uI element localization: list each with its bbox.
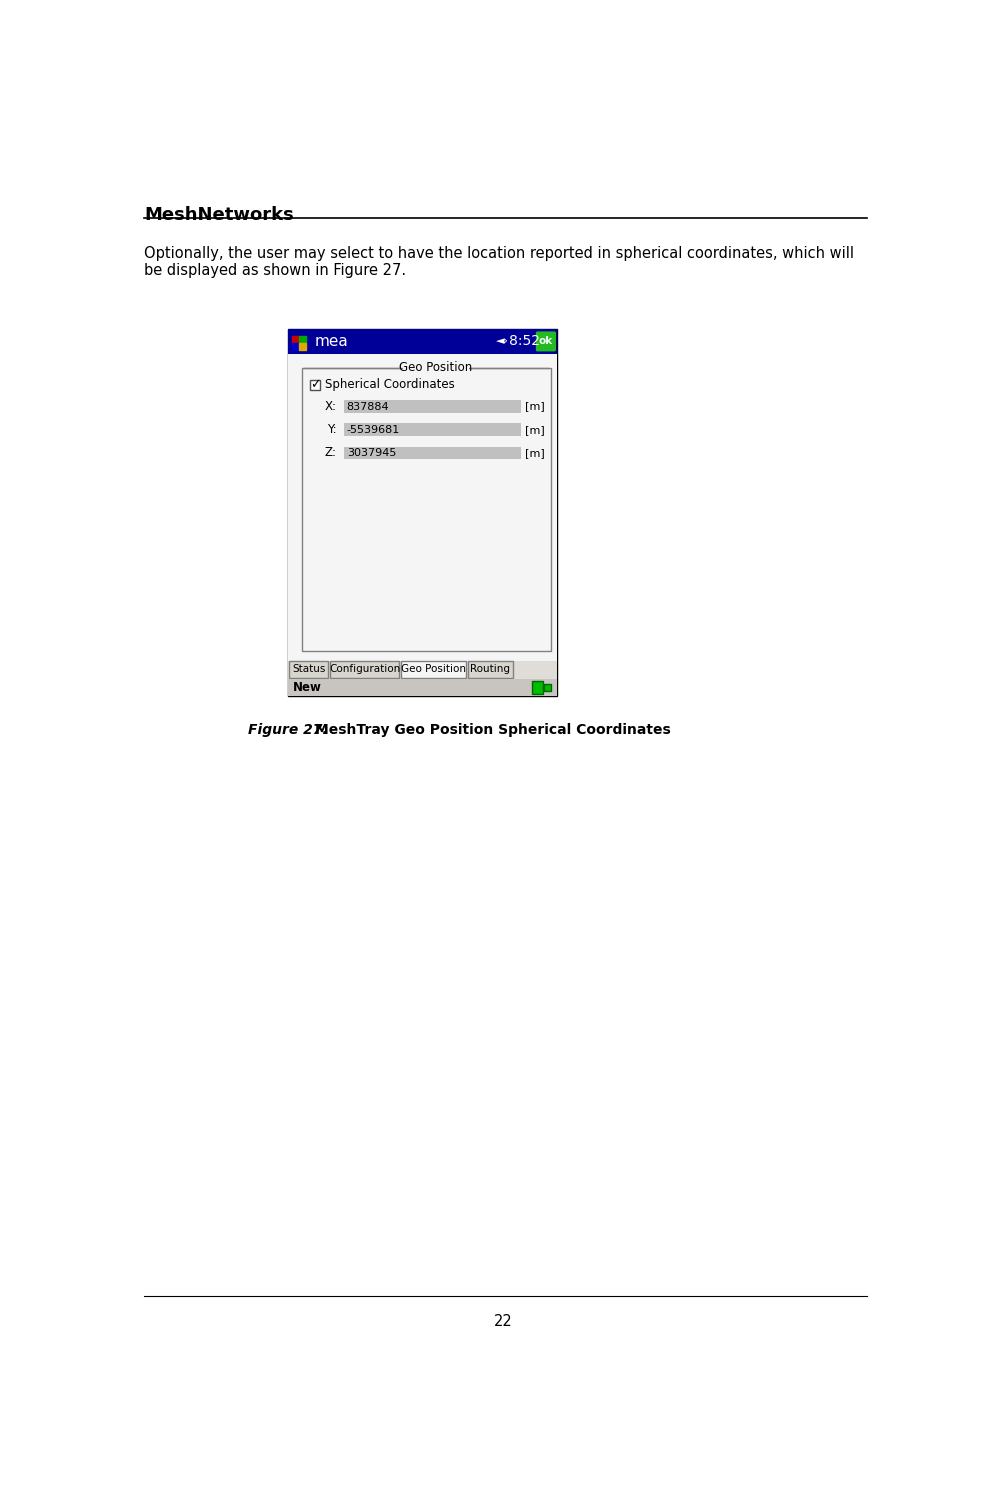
Bar <box>288 354 557 660</box>
Text: Geo Position: Geo Position <box>401 663 466 674</box>
Bar <box>288 660 557 678</box>
Bar <box>330 660 400 678</box>
Bar <box>288 678 557 696</box>
Text: [m]: [m] <box>525 401 545 411</box>
Bar <box>401 660 466 678</box>
Text: 22: 22 <box>494 1315 513 1330</box>
Text: ◄›: ◄› <box>496 336 510 347</box>
Text: [m]: [m] <box>525 425 545 435</box>
Text: mea: mea <box>314 333 348 348</box>
Text: 837884: 837884 <box>347 401 389 411</box>
Text: X:: X: <box>325 399 337 413</box>
Bar <box>288 329 557 354</box>
Text: 8:52: 8:52 <box>509 335 540 348</box>
Bar <box>301 368 551 651</box>
Bar <box>292 344 299 350</box>
Bar <box>300 336 306 342</box>
Text: -5539681: -5539681 <box>347 425 400 435</box>
Bar <box>300 344 306 350</box>
Bar <box>345 423 521 435</box>
Text: [m]: [m] <box>525 447 545 458</box>
Text: ✓: ✓ <box>309 378 320 392</box>
Text: 3037945: 3037945 <box>347 447 396 458</box>
Bar <box>467 660 513 678</box>
Bar <box>345 446 521 459</box>
Text: Status: Status <box>292 663 325 674</box>
Text: Y:: Y: <box>327 423 337 437</box>
FancyBboxPatch shape <box>536 332 556 351</box>
Text: Routing: Routing <box>470 663 510 674</box>
Bar <box>403 363 468 374</box>
Text: Configuration: Configuration <box>329 663 401 674</box>
Text: MeshNetworks: MeshNetworks <box>144 206 295 224</box>
Bar <box>309 380 320 390</box>
Text: New: New <box>293 681 321 693</box>
Bar <box>290 660 328 678</box>
Bar <box>288 329 557 696</box>
Bar <box>292 336 299 342</box>
Bar <box>532 681 543 693</box>
Text: Z:: Z: <box>325 446 337 459</box>
Text: Spherical Coordinates: Spherical Coordinates <box>325 378 455 392</box>
Text: Geo Position: Geo Position <box>399 362 472 375</box>
Bar <box>544 684 551 692</box>
Text: ok: ok <box>539 336 553 347</box>
Text: be displayed as shown in Figure 27.: be displayed as shown in Figure 27. <box>144 263 407 278</box>
Text: Optionally, the user may select to have the location reported in spherical coord: Optionally, the user may select to have … <box>144 246 854 261</box>
Text: MeshTray Geo Position Spherical Coordinates: MeshTray Geo Position Spherical Coordina… <box>315 723 671 737</box>
Text: Figure 27.: Figure 27. <box>248 723 328 737</box>
Bar <box>345 401 521 413</box>
